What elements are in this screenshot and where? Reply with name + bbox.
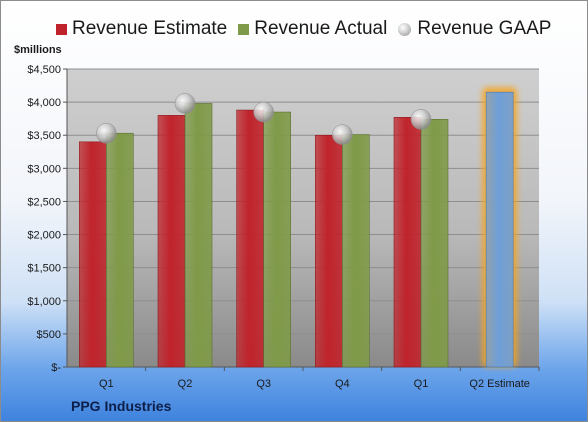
x-tick-label: Q1 [99, 378, 114, 390]
y-tick-label: $500 [37, 329, 61, 341]
y-tick-label: $1,500 [27, 263, 61, 275]
y-tick-label: $2,500 [27, 196, 61, 208]
y-tick-label: $- [51, 362, 61, 374]
y-tick-label: $2,000 [27, 230, 61, 242]
bar-revenue-estimate [79, 141, 107, 368]
legend-item-estimate: Revenue Estimate [56, 18, 227, 40]
legend-label-gaap: Revenue GAAP [417, 18, 552, 39]
bar-revenue-actual [420, 119, 449, 368]
bar-revenue-actual [184, 103, 213, 368]
y-tick-label: $4,000 [27, 97, 61, 109]
company-name: PPG Industries [71, 398, 172, 414]
x-tick-label: Q4 [335, 378, 350, 390]
bar-revenue-actual [106, 132, 134, 368]
bar-revenue-estimate [315, 134, 343, 368]
bar-revenue-actual [263, 111, 291, 368]
marker-revenue-gaap [96, 122, 117, 144]
bar-future-estimate [485, 91, 514, 368]
legend-item-gaap: Revenue GAAP [398, 18, 551, 40]
legend-label-estimate: Revenue Estimate [72, 18, 228, 39]
y-tick-label: $3,500 [27, 130, 61, 142]
y-tick-label: $3,000 [27, 163, 61, 175]
x-tick-label: Q3 [256, 378, 271, 390]
bar-revenue-estimate [236, 109, 264, 368]
marker-revenue-gaap [253, 101, 274, 123]
bar-revenue-estimate [157, 115, 186, 368]
legend: Revenue Estimate Revenue Actual Revenue … [56, 18, 562, 40]
plot-area [67, 69, 539, 367]
legend-label-actual: Revenue Actual [254, 18, 388, 39]
legend-swatch-actual [238, 23, 250, 35]
y-tick-label: $1,000 [27, 296, 61, 308]
marker-revenue-gaap [174, 93, 196, 114]
x-tick-label: Q1 [414, 378, 429, 390]
bar-revenue-estimate [393, 117, 422, 368]
bar-revenue-actual [342, 134, 370, 368]
legend-item-actual: Revenue Actual [238, 18, 387, 40]
y-tick-label: $4,500 [27, 64, 61, 76]
marker-revenue-gaap [332, 124, 353, 145]
marker-revenue-gaap [410, 109, 432, 130]
x-tick-label: Q2 Estimate [469, 378, 530, 390]
legend-swatch-estimate [56, 23, 67, 35]
x-tick-label: Q2 [178, 378, 193, 390]
legend-marker-gaap [398, 22, 412, 36]
y-axis-unit-label: $millions [14, 44, 62, 56]
